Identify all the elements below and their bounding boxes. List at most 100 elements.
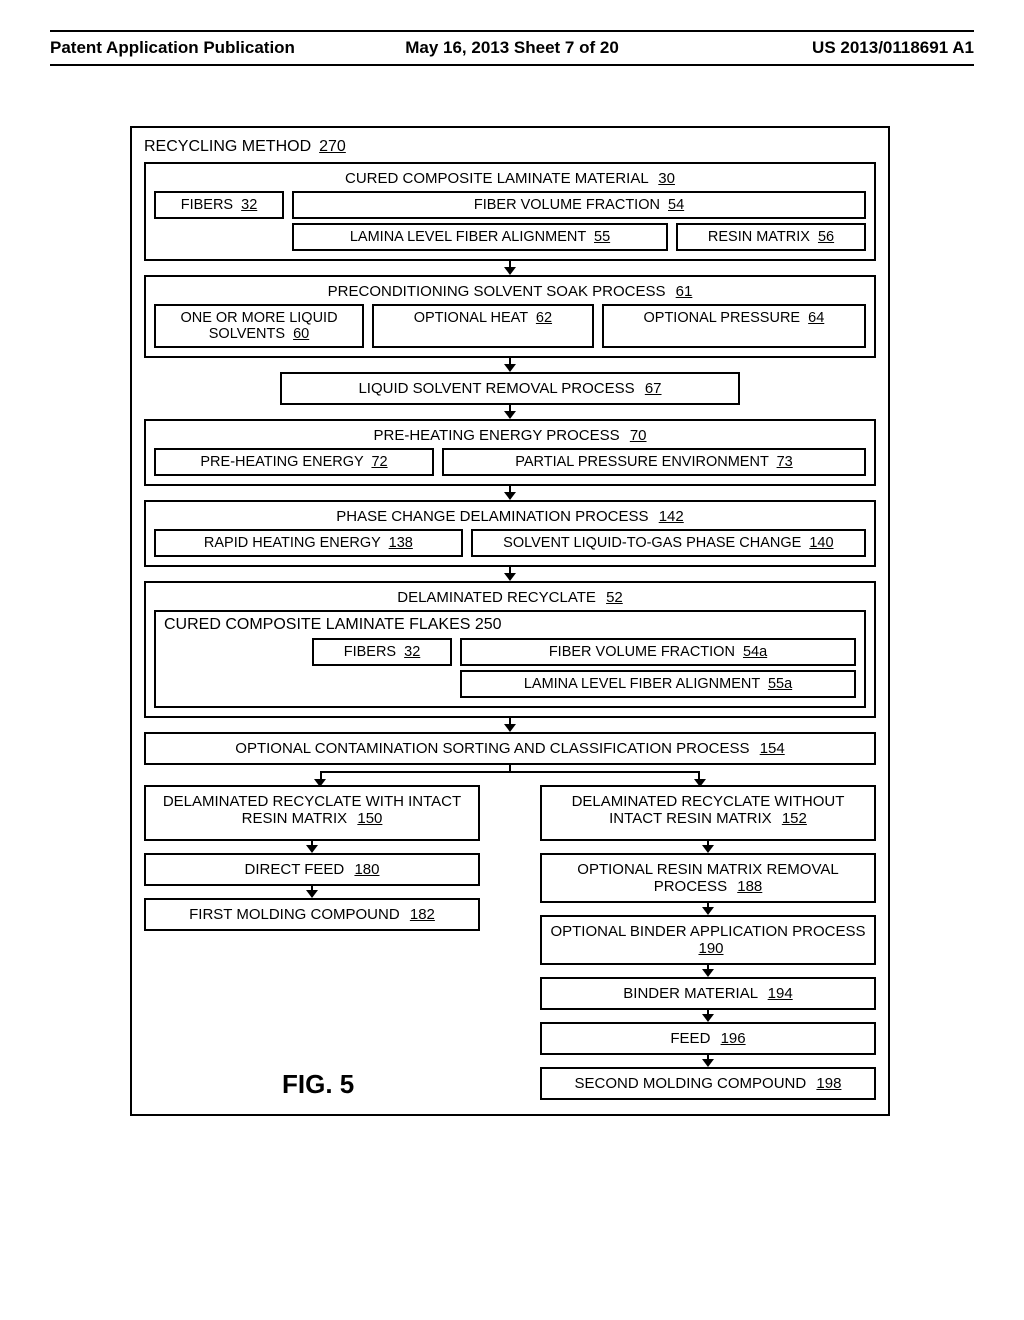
title: PHASE CHANGE DELAMINATION PROCESS bbox=[336, 508, 648, 525]
group-material-head: CURED COMPOSITE LAMINATE MATERIAL 30 bbox=[154, 170, 866, 187]
ref: 190 bbox=[698, 940, 723, 957]
ref: 54a bbox=[743, 644, 767, 660]
ref: 60 bbox=[293, 326, 309, 342]
ref: 55a bbox=[768, 676, 792, 692]
ref: 56 bbox=[818, 229, 834, 245]
box-partial-pressure: PARTIAL PRESSURE ENVIRONMENT 73 bbox=[442, 448, 866, 476]
box-second: SECOND MOLDING COMPOUND 198 bbox=[540, 1067, 876, 1100]
flowchart-container: RECYCLING METHOD 270 CURED COMPOSITE LAM… bbox=[130, 126, 890, 1116]
ref: 32 bbox=[241, 197, 257, 213]
box-solvent-removal: LIQUID SOLVENT REMOVAL PROCESS 67 bbox=[280, 372, 740, 405]
ref: 154 bbox=[760, 740, 785, 757]
box-preheat-energy: PRE-HEATING ENERGY 72 bbox=[154, 448, 434, 476]
ref: 61 bbox=[676, 283, 693, 300]
diagram-title: RECYCLING METHOD 270 bbox=[144, 138, 876, 156]
ref: 62 bbox=[536, 310, 552, 326]
ref: 150 bbox=[357, 810, 382, 827]
label: SOLVENT LIQUID-TO-GAS PHASE CHANGE bbox=[503, 535, 801, 551]
label: FIBERS bbox=[181, 197, 233, 213]
rule-bottom bbox=[50, 64, 974, 66]
group-flakes-head: CURED COMPOSITE LAMINATE FLAKES 250 bbox=[164, 616, 856, 634]
left-column: DELAMINATED RECYCLATE WITH INTACT RESIN … bbox=[144, 785, 480, 1100]
group-material-ref: 30 bbox=[658, 170, 675, 187]
group-phase-head: PHASE CHANGE DELAMINATION PROCESS 142 bbox=[154, 508, 866, 525]
box-sort: OPTIONAL CONTAMINATION SORTING AND CLASS… bbox=[144, 732, 876, 765]
box-feed: FEED 196 bbox=[540, 1022, 876, 1055]
box-align-2: LAMINA LEVEL FIBER ALIGNMENT 55a bbox=[460, 670, 856, 698]
label: OPTIONAL HEAT bbox=[414, 310, 528, 326]
label: SECOND MOLDING COMPOUND bbox=[575, 1075, 807, 1092]
ref: 55 bbox=[594, 229, 610, 245]
arrow-icon bbox=[144, 261, 876, 275]
title: CURED COMPOSITE LAMINATE FLAKES bbox=[164, 616, 470, 633]
title: PRECONDITIONING SOLVENT SOAK PROCESS bbox=[328, 283, 666, 300]
page-header: Patent Application Publication May 16, 2… bbox=[50, 38, 974, 58]
ref: 196 bbox=[721, 1030, 746, 1047]
arrow-icon bbox=[540, 903, 876, 915]
ref: 54 bbox=[668, 197, 684, 213]
header-mid: May 16, 2013 Sheet 7 of 20 bbox=[358, 38, 666, 58]
box-fibers-2: FIBERS 32 bbox=[312, 638, 452, 666]
ref: 64 bbox=[808, 310, 824, 326]
ref: 138 bbox=[389, 535, 413, 551]
label: RESIN MATRIX bbox=[708, 229, 810, 245]
group-flakes: CURED COMPOSITE LAMINATE FLAKES 250 FIBE… bbox=[154, 610, 866, 708]
box-bindermat: BINDER MATERIAL 194 bbox=[540, 977, 876, 1010]
title: PRE-HEATING ENERGY PROCESS bbox=[373, 427, 619, 444]
split-connector bbox=[144, 765, 876, 785]
group-preheat: PRE-HEATING ENERGY PROCESS 70 PRE-HEATIN… bbox=[144, 419, 876, 486]
label: OPTIONAL PRESSURE bbox=[644, 310, 801, 326]
box-solvents: ONE OR MORE LIQUID SOLVENTS 60 bbox=[154, 304, 364, 348]
group-precond: PRECONDITIONING SOLVENT SOAK PROCESS 61 … bbox=[144, 275, 876, 358]
group-recyclate: DELAMINATED RECYCLATE 52 CURED COMPOSITE… bbox=[144, 581, 876, 718]
arrow-icon bbox=[144, 358, 876, 372]
ref: 188 bbox=[737, 878, 762, 895]
ref: 194 bbox=[768, 985, 793, 1002]
ref: 52 bbox=[606, 589, 623, 606]
label: DELAMINATED RECYCLATE WITH INTACT RESIN … bbox=[163, 793, 461, 827]
group-material-title: CURED COMPOSITE LAMINATE MATERIAL bbox=[345, 170, 648, 187]
box-fibers: FIBERS 32 bbox=[154, 191, 284, 219]
label: FIBER VOLUME FRACTION bbox=[549, 644, 735, 660]
label: FIRST MOLDING COMPOUND bbox=[189, 906, 400, 923]
box-noresin: DELAMINATED RECYCLATE WITHOUT INTACT RES… bbox=[540, 785, 876, 841]
label: PARTIAL PRESSURE ENVIRONMENT bbox=[515, 454, 768, 470]
label: PRE-HEATING ENERGY bbox=[200, 454, 363, 470]
group-material: CURED COMPOSITE LAMINATE MATERIAL 30 FIB… bbox=[144, 162, 876, 261]
box-directfeed: DIRECT FEED 180 bbox=[144, 853, 480, 886]
box-fvf-2: FIBER VOLUME FRACTION 54a bbox=[460, 638, 856, 666]
ref: 142 bbox=[659, 508, 684, 525]
title: DELAMINATED RECYCLATE bbox=[397, 589, 596, 606]
header-left: Patent Application Publication bbox=[50, 38, 358, 58]
ref: 70 bbox=[630, 427, 647, 444]
arrow-icon bbox=[540, 1055, 876, 1067]
arrow-icon bbox=[144, 718, 876, 732]
arrow-icon bbox=[144, 841, 480, 853]
label: LAMINA LEVEL FIBER ALIGNMENT bbox=[524, 676, 760, 692]
label: FEED bbox=[670, 1030, 710, 1047]
group-phase: PHASE CHANGE DELAMINATION PROCESS 142 RA… bbox=[144, 500, 876, 567]
label: BINDER MATERIAL bbox=[623, 985, 757, 1002]
ref: 180 bbox=[354, 861, 379, 878]
arrow-icon bbox=[144, 405, 876, 419]
ref: 198 bbox=[816, 1075, 841, 1092]
ref: 182 bbox=[410, 906, 435, 923]
box-intact: DELAMINATED RECYCLATE WITH INTACT RESIN … bbox=[144, 785, 480, 841]
ref: 72 bbox=[371, 454, 387, 470]
group-preheat-head: PRE-HEATING ENERGY PROCESS 70 bbox=[154, 427, 866, 444]
rule-top bbox=[50, 30, 974, 32]
label: FIBER VOLUME FRACTION bbox=[474, 197, 660, 213]
label: DIRECT FEED bbox=[245, 861, 345, 878]
label: FIBERS bbox=[344, 644, 396, 660]
header-right: US 2013/0118691 A1 bbox=[666, 38, 974, 58]
label: LAMINA LEVEL FIBER ALIGNMENT bbox=[350, 229, 586, 245]
box-change: SOLVENT LIQUID-TO-GAS PHASE CHANGE 140 bbox=[471, 529, 866, 557]
box-resin: RESIN MATRIX 56 bbox=[676, 223, 866, 251]
ref: 140 bbox=[809, 535, 833, 551]
box-binderapp: OPTIONAL BINDER APPLICATION PROCESS 190 bbox=[540, 915, 876, 965]
arrow-icon bbox=[144, 886, 480, 898]
box-first: FIRST MOLDING COMPOUND 182 bbox=[144, 898, 480, 931]
ref: 73 bbox=[777, 454, 793, 470]
arrow-icon bbox=[540, 1010, 876, 1022]
box-align: LAMINA LEVEL FIBER ALIGNMENT 55 bbox=[292, 223, 668, 251]
